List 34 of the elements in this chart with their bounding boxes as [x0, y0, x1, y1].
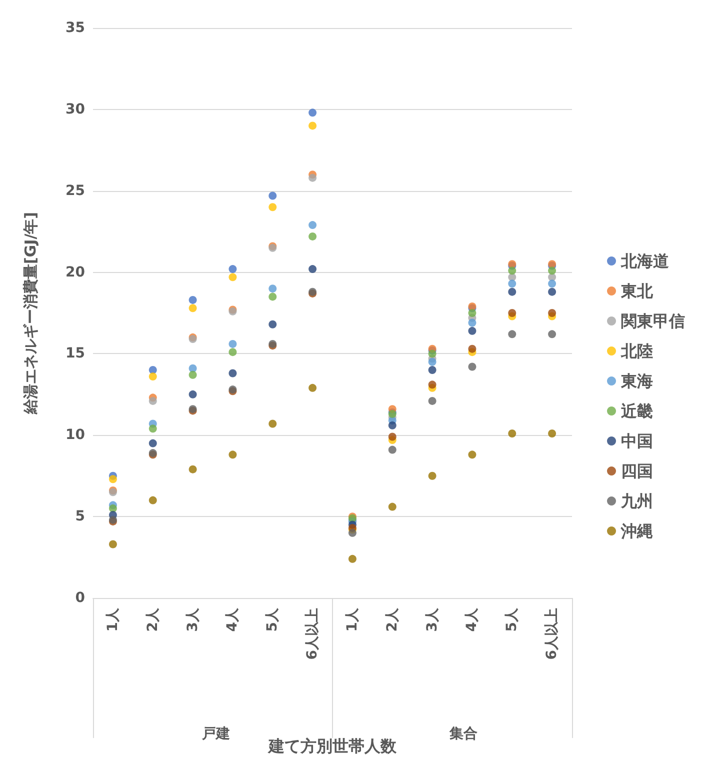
x-tick-label: 5人 [504, 607, 520, 632]
text: 集合 [448, 726, 478, 742]
y-tick-label: 20 [66, 264, 86, 280]
y-tick-label: 30 [66, 101, 86, 118]
x-tick-label: 2人 [144, 607, 161, 632]
legend-label: 九州 [620, 492, 653, 510]
y-tick-label: 15 [66, 346, 85, 362]
y-tick-label: 25 [66, 182, 85, 199]
x-tick-label: 1人 [104, 607, 121, 632]
x-tick-label: 1人 [344, 607, 360, 632]
x-tick-label: 3人 [424, 607, 440, 632]
x-tick-label: 4人 [224, 607, 241, 632]
x-tick-label: 4人 [464, 607, 480, 632]
legend-label: 北陸 [620, 342, 653, 360]
legend-label: 東海 [620, 372, 653, 390]
legend-label: 関東甲信 [621, 312, 685, 330]
x-axis-title: 建て方別世帯人数 [266, 736, 398, 756]
legend-label: 東北 [620, 282, 654, 300]
y-axis-title: 給湯エネルギー消費量[GJ/年] [22, 212, 40, 416]
y-tick-label: 0 [75, 590, 86, 606]
legend-label: 四国 [621, 462, 653, 480]
legend-label: 沖縄 [620, 522, 653, 540]
x-tick-label: 6人以上 [304, 608, 321, 660]
text: 戸建 [200, 726, 230, 742]
x-tick-label: 5人 [264, 607, 281, 632]
x-tick-label: 2人 [384, 607, 400, 632]
y-tick-label: 35 [66, 20, 85, 36]
x-tick-label: 6人以上 [544, 608, 560, 660]
legend-label: 中国 [621, 432, 653, 450]
legend-label: 近畿 [620, 402, 653, 420]
y-tick-label: 5 [75, 508, 85, 525]
y-tick-label: 10 [66, 427, 86, 444]
legend-label: 北海道 [620, 252, 670, 270]
x-tick-label: 3人 [184, 607, 201, 632]
